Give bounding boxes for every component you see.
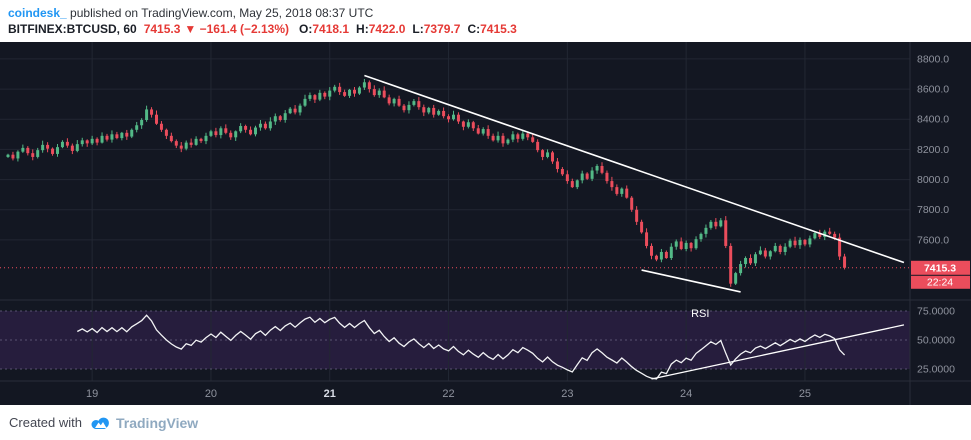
last-price: 7415.3 (143, 22, 181, 36)
close-label: C: (467, 22, 481, 36)
grid (0, 42, 910, 381)
svg-text:23: 23 (561, 388, 573, 400)
rsi-title: RSI (691, 308, 709, 320)
svg-text:8600.0: 8600.0 (917, 84, 949, 96)
symbol-line: BITFINEX:BTCUSD, 60 7415.3 ▼ −161.4 (−2.13… (8, 21, 971, 38)
trendline[interactable] (364, 74, 905, 264)
tradingview-logo[interactable] (90, 416, 111, 430)
svg-text:22:24: 22:24 (927, 276, 953, 288)
rsi-line[interactable] (77, 314, 846, 380)
trendline[interactable] (651, 324, 905, 380)
svg-text:7600.0: 7600.0 (917, 234, 949, 246)
tradingview-wordmark[interactable]: TradingView (115, 414, 199, 431)
svg-text:7415.3: 7415.3 (924, 262, 956, 274)
open-value: 7418.1 (312, 22, 350, 36)
svg-text:25: 25 (799, 388, 811, 400)
svg-text:22: 22 (442, 388, 454, 400)
svg-text:8800.0: 8800.0 (917, 53, 949, 65)
high-label: H: (356, 22, 369, 36)
svg-text:8400.0: 8400.0 (917, 114, 949, 126)
author-link[interactable]: coindesk_ (8, 6, 67, 20)
svg-text:7800.0: 7800.0 (917, 204, 949, 216)
candles[interactable] (6, 78, 847, 287)
svg-text:19: 19 (86, 388, 98, 400)
svg-text:8200.0: 8200.0 (917, 144, 949, 156)
chart-area: 8800.0 8600.0 8400.0 8200.0 8000.0 7800.0 7600… (0, 42, 971, 405)
price-scale[interactable]: 8800.0 8600.0 8400.0 8200.0 8000.0 7800.0 7600… (911, 53, 970, 376)
svg-text:25.0000: 25.0000 (917, 364, 955, 376)
svg-text:24: 24 (680, 388, 692, 400)
symbol-title: BITFINEX:BTCUSD, 60 (8, 22, 137, 36)
chart-canvas[interactable]: 8800.0 8600.0 8400.0 8200.0 8000.0 7800.0 7600… (0, 42, 971, 405)
svg-text:20: 20 (205, 388, 217, 400)
low-value: 7379.7 (423, 22, 461, 36)
svg-text:8000.0: 8000.0 (917, 174, 949, 186)
svg-text:50.0000: 50.0000 (917, 335, 955, 347)
close-value: 7415.3 (480, 22, 517, 36)
price-badge (911, 260, 970, 275)
countdown-badge (911, 275, 970, 289)
svg-text:75.0000: 75.0000 (917, 306, 955, 318)
header: coindesk_ published on TradingView.com, … (0, 0, 971, 42)
published-text: published on TradingView.com, May 25, 20… (70, 6, 374, 20)
time-axis[interactable]: 19 20 21 22 23 24 25 (86, 388, 811, 400)
high-value: 7422.0 (368, 22, 406, 36)
svg-text:21: 21 (324, 388, 336, 400)
footer: Created with TradingView (0, 405, 971, 440)
price-change: ▼ −161.4 (−2.13%) (184, 22, 289, 36)
low-label: L: (412, 22, 424, 36)
created-with-text: Created with (9, 415, 82, 430)
trendline[interactable] (641, 269, 741, 293)
open-label: O: (299, 22, 313, 36)
attribution-line: coindesk_ published on TradingView.com, … (8, 5, 971, 21)
